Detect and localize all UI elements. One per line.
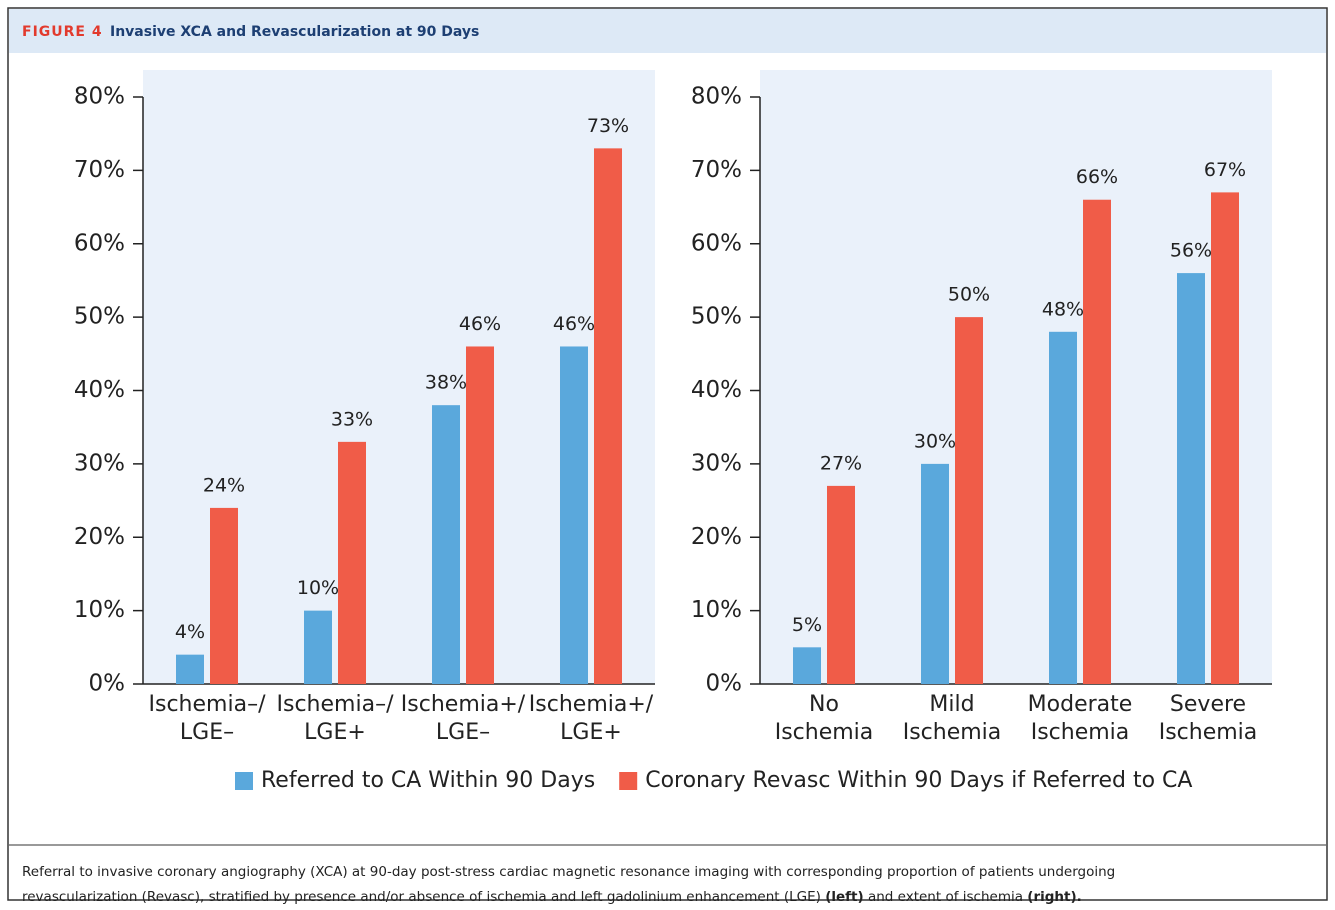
- value-label: 46%: [459, 313, 501, 335]
- y-tick-label: 70%: [74, 157, 125, 183]
- bar: [921, 463, 949, 684]
- y-tick-label: 20%: [74, 524, 125, 550]
- value-label: 66%: [1076, 166, 1118, 188]
- x-tick-label: Ischemia+/: [529, 692, 654, 717]
- x-tick-label: Ischemia–/: [149, 692, 267, 717]
- bar: [176, 654, 204, 684]
- caption-line: revascularization (Revasc), stratified b…: [22, 889, 1082, 905]
- legend-label: Coronary Revasc Within 90 Days if Referr…: [645, 768, 1192, 793]
- bar: [1049, 331, 1077, 684]
- y-tick-label: 60%: [74, 230, 125, 256]
- figure-title: Invasive XCA and Revascularization at 90…: [110, 24, 479, 40]
- value-label: 5%: [792, 614, 822, 636]
- bar: [466, 346, 494, 684]
- legend-swatch: [235, 772, 253, 790]
- legend-label: Referred to CA Within 90 Days: [261, 768, 595, 793]
- x-tick-label: Ischemia–/: [277, 692, 395, 717]
- x-tick-label: Mild: [929, 692, 974, 717]
- bar: [338, 441, 366, 684]
- y-tick-label: 10%: [691, 597, 742, 623]
- value-label: 46%: [553, 313, 595, 335]
- x-tick-label: Severe: [1170, 692, 1246, 717]
- value-label: 73%: [587, 115, 629, 137]
- bar: [210, 507, 238, 684]
- value-label: 4%: [175, 621, 205, 643]
- y-tick-label: 50%: [74, 304, 125, 330]
- bar: [955, 317, 983, 684]
- y-tick-label: 80%: [74, 84, 125, 110]
- value-label: 38%: [425, 372, 467, 394]
- x-tick-label: LGE–: [436, 720, 490, 745]
- x-tick-label: Ischemia: [775, 720, 874, 745]
- value-label: 50%: [948, 284, 990, 306]
- header-band: [9, 9, 1326, 53]
- y-tick-label: 0%: [706, 671, 743, 697]
- y-tick-label: 80%: [691, 84, 742, 110]
- bar: [560, 346, 588, 684]
- y-tick-label: 20%: [691, 524, 742, 550]
- bar: [594, 148, 622, 685]
- y-tick-label: 70%: [691, 157, 742, 183]
- x-tick-label: LGE–: [180, 720, 234, 745]
- x-tick-label: Moderate: [1028, 692, 1133, 717]
- bar: [1083, 199, 1111, 684]
- bar: [1211, 192, 1239, 684]
- value-label: 30%: [914, 430, 956, 452]
- y-tick-label: 50%: [691, 304, 742, 330]
- value-label: 48%: [1042, 298, 1084, 320]
- value-label: 33%: [331, 408, 373, 430]
- value-label: 67%: [1204, 159, 1246, 181]
- value-label: 10%: [297, 577, 339, 599]
- bar: [827, 485, 855, 684]
- y-tick-label: 40%: [691, 377, 742, 403]
- x-tick-label: Ischemia: [1159, 720, 1258, 745]
- caption-run: (left): [825, 889, 863, 905]
- y-tick-label: 30%: [691, 450, 742, 476]
- x-tick-label: LGE+: [560, 720, 622, 745]
- y-tick-label: 10%: [74, 597, 125, 623]
- figure-label: FIGURE 4: [22, 24, 103, 40]
- bar: [304, 610, 332, 684]
- legend-swatch: [619, 772, 638, 790]
- caption-line: Referral to invasive coronary angiograph…: [22, 864, 1115, 880]
- value-label: 24%: [203, 474, 245, 496]
- x-tick-label: LGE+: [304, 720, 366, 745]
- bar: [793, 647, 821, 684]
- caption-run: (right).: [1027, 889, 1081, 905]
- x-tick-label: Ischemia: [1031, 720, 1130, 745]
- x-tick-label: No: [809, 692, 839, 717]
- value-label: 56%: [1170, 240, 1212, 262]
- caption-run: and extent of ischemia: [864, 889, 1028, 905]
- caption-run: revascularization (Revasc), stratified b…: [22, 889, 825, 905]
- y-tick-label: 0%: [89, 671, 126, 697]
- bar: [1177, 273, 1205, 684]
- bar: [432, 405, 460, 684]
- y-tick-label: 60%: [691, 230, 742, 256]
- y-tick-label: 40%: [74, 377, 125, 403]
- caption-run: Referral to invasive coronary angiograph…: [22, 864, 1115, 880]
- value-label: 27%: [820, 452, 862, 474]
- y-tick-label: 30%: [74, 450, 125, 476]
- x-tick-label: Ischemia: [903, 720, 1002, 745]
- x-tick-label: Ischemia+/: [401, 692, 526, 717]
